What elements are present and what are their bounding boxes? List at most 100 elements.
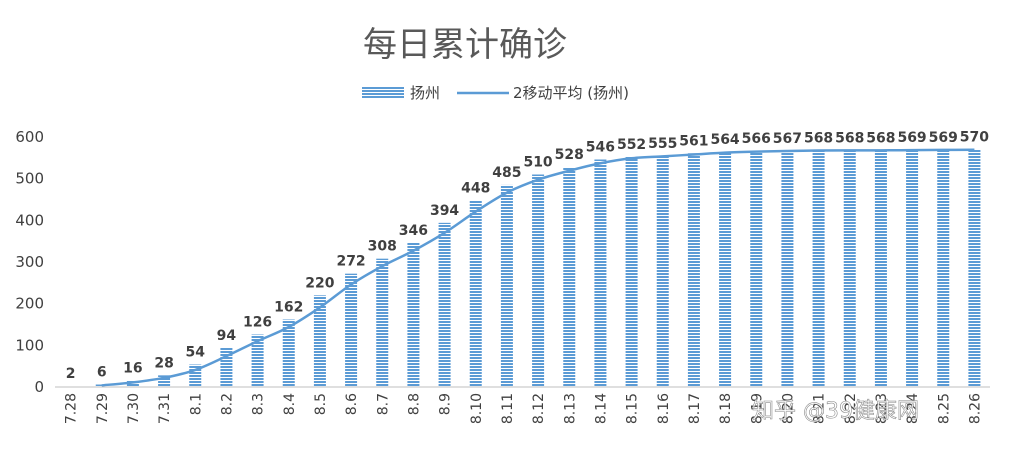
bar [968,149,981,387]
legend: 扬州 2移动平均 (扬州) [362,84,629,102]
x-tick-label: 8.3 [251,393,267,415]
bar-series [64,149,981,387]
bar [781,150,794,387]
x-tick-label: 8.15 [625,393,641,424]
data-label: 555 [648,136,677,152]
data-label: 568 [866,130,895,146]
x-tick-label: 8.14 [593,393,609,424]
y-tick-label: 300 [15,253,44,271]
x-tick-label: 8.5 [313,393,329,415]
bar [407,242,420,387]
x-tick-label: 8.20 [780,393,796,424]
y-tick-label: 400 [15,211,44,229]
y-axis: 0 100 200 300 400 500 600 [15,128,44,396]
x-tick-label: 7.29 [95,393,111,424]
data-label: 564 [710,132,739,148]
data-label: 568 [804,130,833,146]
data-label: 346 [399,223,428,239]
data-label: 54 [186,345,206,361]
x-tick-label: 8.8 [406,393,422,415]
data-label: 6 [97,365,107,381]
bar [376,258,389,387]
x-tick-label: 8.21 [812,393,828,424]
data-label: 485 [492,165,521,181]
x-tick-label: 8.18 [718,393,734,424]
moving-average-series [101,148,975,387]
x-tick-label: 8.13 [562,393,578,424]
moving-average-line [101,148,975,387]
bar [95,384,108,387]
x-tick-label: 8.4 [282,393,298,415]
legend-label-bar: 扬州 [410,84,440,102]
bar [937,149,950,387]
x-tick-label: 8.11 [500,393,516,424]
bar [625,157,638,387]
bar [563,167,576,387]
x-tick-label: 8.2 [219,393,235,415]
bar [594,159,607,387]
chart-title: 每日累计确诊 [363,25,567,65]
bar [812,150,825,387]
y-tick-label: 100 [15,336,44,354]
x-tick-label: 8.16 [656,393,672,424]
data-label: 568 [835,130,864,146]
bar [345,273,358,387]
x-tick-label: 7.30 [126,393,142,424]
bar [438,222,451,387]
x-tick-label: 8.7 [375,393,391,415]
bar [843,150,856,387]
bar [532,174,545,387]
x-axis: 7.28 7.29 7.30 7.31 8.1 8.2 8.3 8.4 8.5 8.6 8.7 8.8… [64,393,984,424]
x-tick-label: 8.19 [749,393,765,424]
x-tick-label: 8.17 [687,393,703,424]
x-tick-label: 7.28 [64,393,80,424]
data-label: 162 [274,300,303,316]
x-tick-label: 8.24 [905,393,921,424]
data-label: 561 [679,133,708,149]
data-label: 448 [461,180,490,196]
data-label: 552 [617,137,646,153]
data-label: 308 [368,239,397,255]
x-tick-label: 8.9 [438,393,454,415]
data-label: 2 [66,366,76,382]
x-tick-label: 8.6 [344,393,360,415]
y-tick-label: 500 [15,170,44,188]
bar [687,153,700,387]
data-label: 28 [154,355,173,371]
data-label: 272 [336,254,365,270]
data-label: 567 [773,131,802,147]
data-label: 528 [555,147,584,163]
data-label: 16 [123,360,142,376]
data-label: 569 [897,130,926,146]
x-tick-label: 8.1 [188,393,204,415]
bar [158,375,171,387]
bar [750,151,763,387]
x-tick-label: 8.10 [469,393,485,424]
data-label: 94 [217,328,237,344]
bar [719,152,732,387]
y-tick-label: 0 [34,378,44,396]
x-tick-label: 8.26 [967,393,983,424]
legend-bar-swatch [362,86,404,99]
data-label: 566 [742,131,771,147]
bar [313,295,326,387]
watermark: 知乎 @39健康网 [752,399,919,424]
data-label: 570 [960,130,989,146]
x-tick-label: 8.23 [874,393,890,424]
data-label: 569 [929,130,958,146]
bar [906,149,919,387]
data-label: 126 [243,315,272,331]
bar [656,155,669,387]
bar [469,200,482,387]
y-tick-label: 600 [15,128,44,146]
data-label: 510 [523,155,552,171]
y-tick-label: 200 [15,295,44,313]
data-label: 546 [586,140,615,156]
data-label: 220 [305,275,334,291]
x-tick-label: 8.12 [531,393,547,424]
x-tick-label: 8.25 [936,393,952,424]
bar [500,184,513,387]
data-labels: 2 6 16 28 54 94 126162220272308346394448485510… [66,130,990,383]
